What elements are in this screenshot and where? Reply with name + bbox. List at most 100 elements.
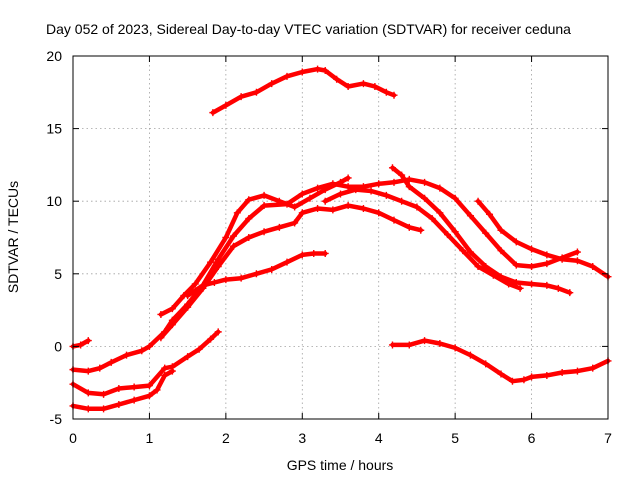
data-point-track-10	[214, 328, 222, 336]
data-point-track-7	[497, 273, 505, 281]
data-point-track-4	[233, 209, 241, 217]
y-axis-label: SDTVAR / TECUs	[5, 181, 21, 293]
y-tick-label: 5	[54, 266, 62, 282]
data-point-track-10	[145, 382, 153, 390]
data-point-track-5	[344, 202, 352, 210]
data-point-track-7	[398, 171, 406, 179]
data-point-track-6	[428, 215, 436, 223]
data-point-track-4	[275, 197, 283, 205]
data-point-track-10	[195, 345, 203, 353]
series-line-track-1	[210, 66, 397, 115]
data-point-track-5	[157, 334, 165, 342]
data-point-track-7	[528, 280, 536, 288]
data-point-track-4	[207, 258, 215, 266]
data-point-track-10	[161, 364, 169, 372]
data-point-track-5	[405, 223, 413, 231]
data-point-track-3	[421, 178, 429, 186]
data-point-track-3	[528, 263, 536, 271]
data-point-track-11	[168, 367, 176, 375]
data-point-track-4	[306, 194, 314, 202]
data-point-track-7	[405, 183, 413, 191]
data-point-track-3	[482, 229, 490, 237]
data-point-track-5	[168, 321, 176, 329]
data-point-track-10	[115, 385, 123, 393]
data-point-track-3	[138, 347, 146, 355]
data-point-track-6	[413, 203, 421, 211]
data-point-track-1	[333, 75, 341, 83]
data-point-track-6	[516, 284, 524, 292]
data-point-track-3	[214, 255, 222, 263]
data-point-track-1	[390, 91, 398, 99]
data-point-track-3	[123, 351, 130, 359]
data-point-track-5	[260, 228, 268, 236]
data-point-track-3	[344, 183, 352, 191]
data-point-track-3	[84, 367, 92, 375]
data-point-track-1	[321, 67, 329, 75]
data-point-track-7	[466, 248, 474, 256]
chart-title: Day 052 of 2023, Sidereal Day-to-day VTE…	[46, 21, 571, 37]
data-point-track-5	[298, 209, 306, 217]
data-point-track-9	[237, 274, 245, 282]
data-point-track-1	[237, 93, 245, 101]
data-point-track-10	[184, 353, 192, 361]
data-point-track-9	[210, 279, 218, 287]
data-point-track-12	[388, 341, 396, 349]
data-point-track-4	[245, 196, 253, 204]
data-point-track-1	[371, 82, 379, 90]
data-point-track-4	[344, 174, 352, 182]
data-point-track-5	[275, 223, 283, 231]
data-point-track-9	[184, 292, 192, 300]
data-point-track-4	[222, 234, 230, 241]
x-tick-label: 6	[528, 430, 536, 446]
data-point-track-7	[482, 263, 490, 271]
data-point-track-7	[554, 284, 562, 292]
data-point-track-5	[314, 204, 322, 212]
data-point-track-5	[214, 263, 222, 271]
data-point-track-4	[291, 203, 299, 211]
data-point-track-5	[329, 206, 337, 214]
data-point-track-8	[486, 210, 494, 218]
data-point-track-4	[260, 191, 268, 199]
data-point-track-6	[444, 231, 451, 239]
plot-frame	[72, 55, 609, 420]
data-point-track-3	[96, 364, 104, 372]
data-point-track-12	[543, 371, 551, 379]
data-point-track-1	[283, 72, 291, 80]
data-point-track-5	[184, 303, 192, 311]
data-point-track-12	[558, 369, 566, 377]
data-point-track-6	[459, 247, 467, 255]
data-point-track-10	[207, 335, 215, 343]
data-point-track-3	[230, 232, 237, 240]
data-point-track-3	[298, 190, 306, 198]
data-point-track-8	[589, 263, 597, 271]
x-tick-label: 7	[604, 430, 612, 446]
x-axis-label: GPS time / hours	[287, 457, 394, 473]
x-tick-label: 0	[69, 430, 77, 446]
data-point-track-9	[283, 258, 291, 266]
data-point-track-11	[100, 405, 108, 413]
data-point-track-12	[528, 373, 536, 381]
data-point-track-9	[298, 251, 306, 259]
data-point-track-8	[573, 257, 581, 265]
data-point-track-4	[168, 305, 176, 313]
data-point-track-12	[508, 377, 516, 385]
data-point-track-12	[573, 367, 581, 375]
data-point-track-3	[145, 342, 153, 350]
data-point-track-8	[474, 197, 482, 205]
data-point-track-9	[268, 265, 276, 273]
data-point-track-3	[107, 358, 115, 366]
data-point-track-3	[543, 260, 551, 268]
series-layer	[69, 65, 612, 413]
data-point-track-3	[390, 178, 398, 186]
data-point-track-12	[520, 376, 528, 384]
data-point-track-5	[390, 216, 398, 224]
data-point-track-3	[436, 184, 444, 192]
y-tick-label: 10	[46, 193, 62, 209]
data-point-track-12	[466, 351, 474, 359]
data-point-track-6	[474, 263, 482, 271]
data-point-track-1	[314, 65, 322, 73]
data-point-track-11	[153, 386, 161, 394]
data-point-track-9	[199, 281, 207, 289]
data-point-track-8	[497, 226, 505, 234]
data-point-track-6	[398, 197, 406, 205]
